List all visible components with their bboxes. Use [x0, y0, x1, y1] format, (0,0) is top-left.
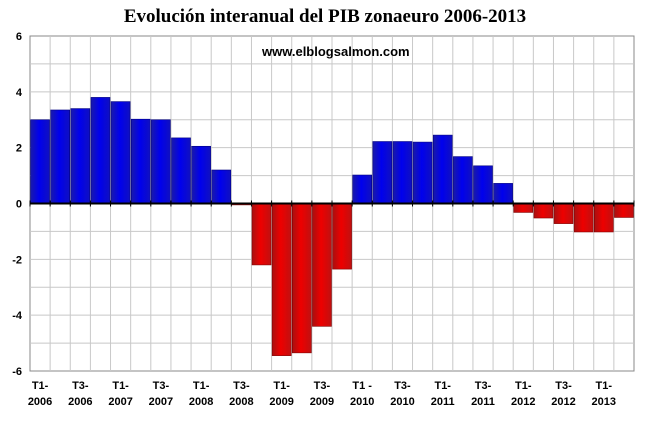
bar: [473, 165, 493, 204]
x-tick-label: 2008: [189, 396, 213, 408]
bar: [151, 119, 171, 204]
bar: [352, 174, 373, 204]
bar: [453, 156, 473, 204]
x-tick-label: T3-: [153, 380, 170, 392]
x-tick-label: 2013: [592, 396, 616, 408]
bar: [251, 203, 272, 266]
bar: [372, 141, 393, 204]
x-tick-label: 2007: [149, 396, 173, 408]
x-tick-label: 2007: [108, 396, 132, 408]
y-tick-label: -6: [12, 366, 22, 378]
x-tick-label: 2010: [390, 396, 414, 408]
x-tick-label: T1-: [434, 380, 451, 392]
x-tick-label: T3-: [475, 380, 492, 392]
bar: [533, 203, 554, 219]
bar: [312, 203, 332, 327]
x-tick-label: T3-: [233, 380, 250, 392]
x-tick-label: T3-: [555, 380, 572, 392]
bar: [291, 203, 312, 354]
x-tick-label: 2011: [431, 396, 455, 408]
y-tick-label: -4: [12, 310, 23, 322]
x-tick-label: 2008: [229, 396, 253, 408]
x-tick-label: T1-: [112, 380, 129, 392]
x-tick-label: T1-: [515, 380, 532, 392]
x-tick-label: T1-: [596, 380, 613, 392]
bar: [30, 119, 50, 204]
x-tick-label: 2009: [269, 396, 293, 408]
bar: [513, 203, 534, 213]
bar: [553, 203, 574, 224]
bar: [50, 109, 71, 204]
x-tick-label: 2006: [68, 396, 92, 408]
bar: [332, 203, 352, 270]
x-tick-label: T3-: [314, 380, 331, 392]
bar: [412, 141, 433, 204]
x-tick-label: T1-: [193, 380, 210, 392]
bar: [130, 118, 151, 204]
y-tick-label: 4: [16, 87, 23, 99]
bar: [271, 203, 292, 356]
chart-annotation: www.elblogsalmon.com: [262, 44, 410, 59]
x-tick-label: 2010: [350, 396, 374, 408]
x-tick-label: T1-: [273, 380, 290, 392]
bar: [614, 203, 634, 218]
bar: [211, 169, 232, 204]
x-tick-label: T1-: [32, 380, 49, 392]
x-tick-label: 2009: [310, 396, 334, 408]
bar: [90, 97, 111, 204]
x-tick-label: T3-: [72, 380, 89, 392]
bar: [191, 145, 211, 204]
bar: [432, 134, 453, 204]
x-tick-label: 2012: [551, 396, 575, 408]
bar: [593, 203, 614, 233]
x-tick-label: T1 -: [352, 380, 372, 392]
x-tick-label: 2006: [28, 396, 52, 408]
y-tick-label: 2: [16, 143, 22, 155]
bar: [493, 183, 513, 204]
bar: [573, 203, 594, 233]
y-tick-label: 6: [16, 31, 22, 43]
x-tick-label: 2011: [471, 396, 495, 408]
y-tick-label: -2: [12, 254, 22, 266]
bar: [392, 141, 413, 204]
bar: [110, 101, 131, 204]
bar: [70, 108, 91, 204]
x-tick-label: T3-: [394, 380, 411, 392]
bar: [171, 137, 191, 204]
chart-title: Evolución interanual del PIB zonaeuro 20…: [123, 6, 527, 27]
x-tick-label: 2012: [511, 396, 535, 408]
y-tick-label: 0: [16, 199, 22, 211]
